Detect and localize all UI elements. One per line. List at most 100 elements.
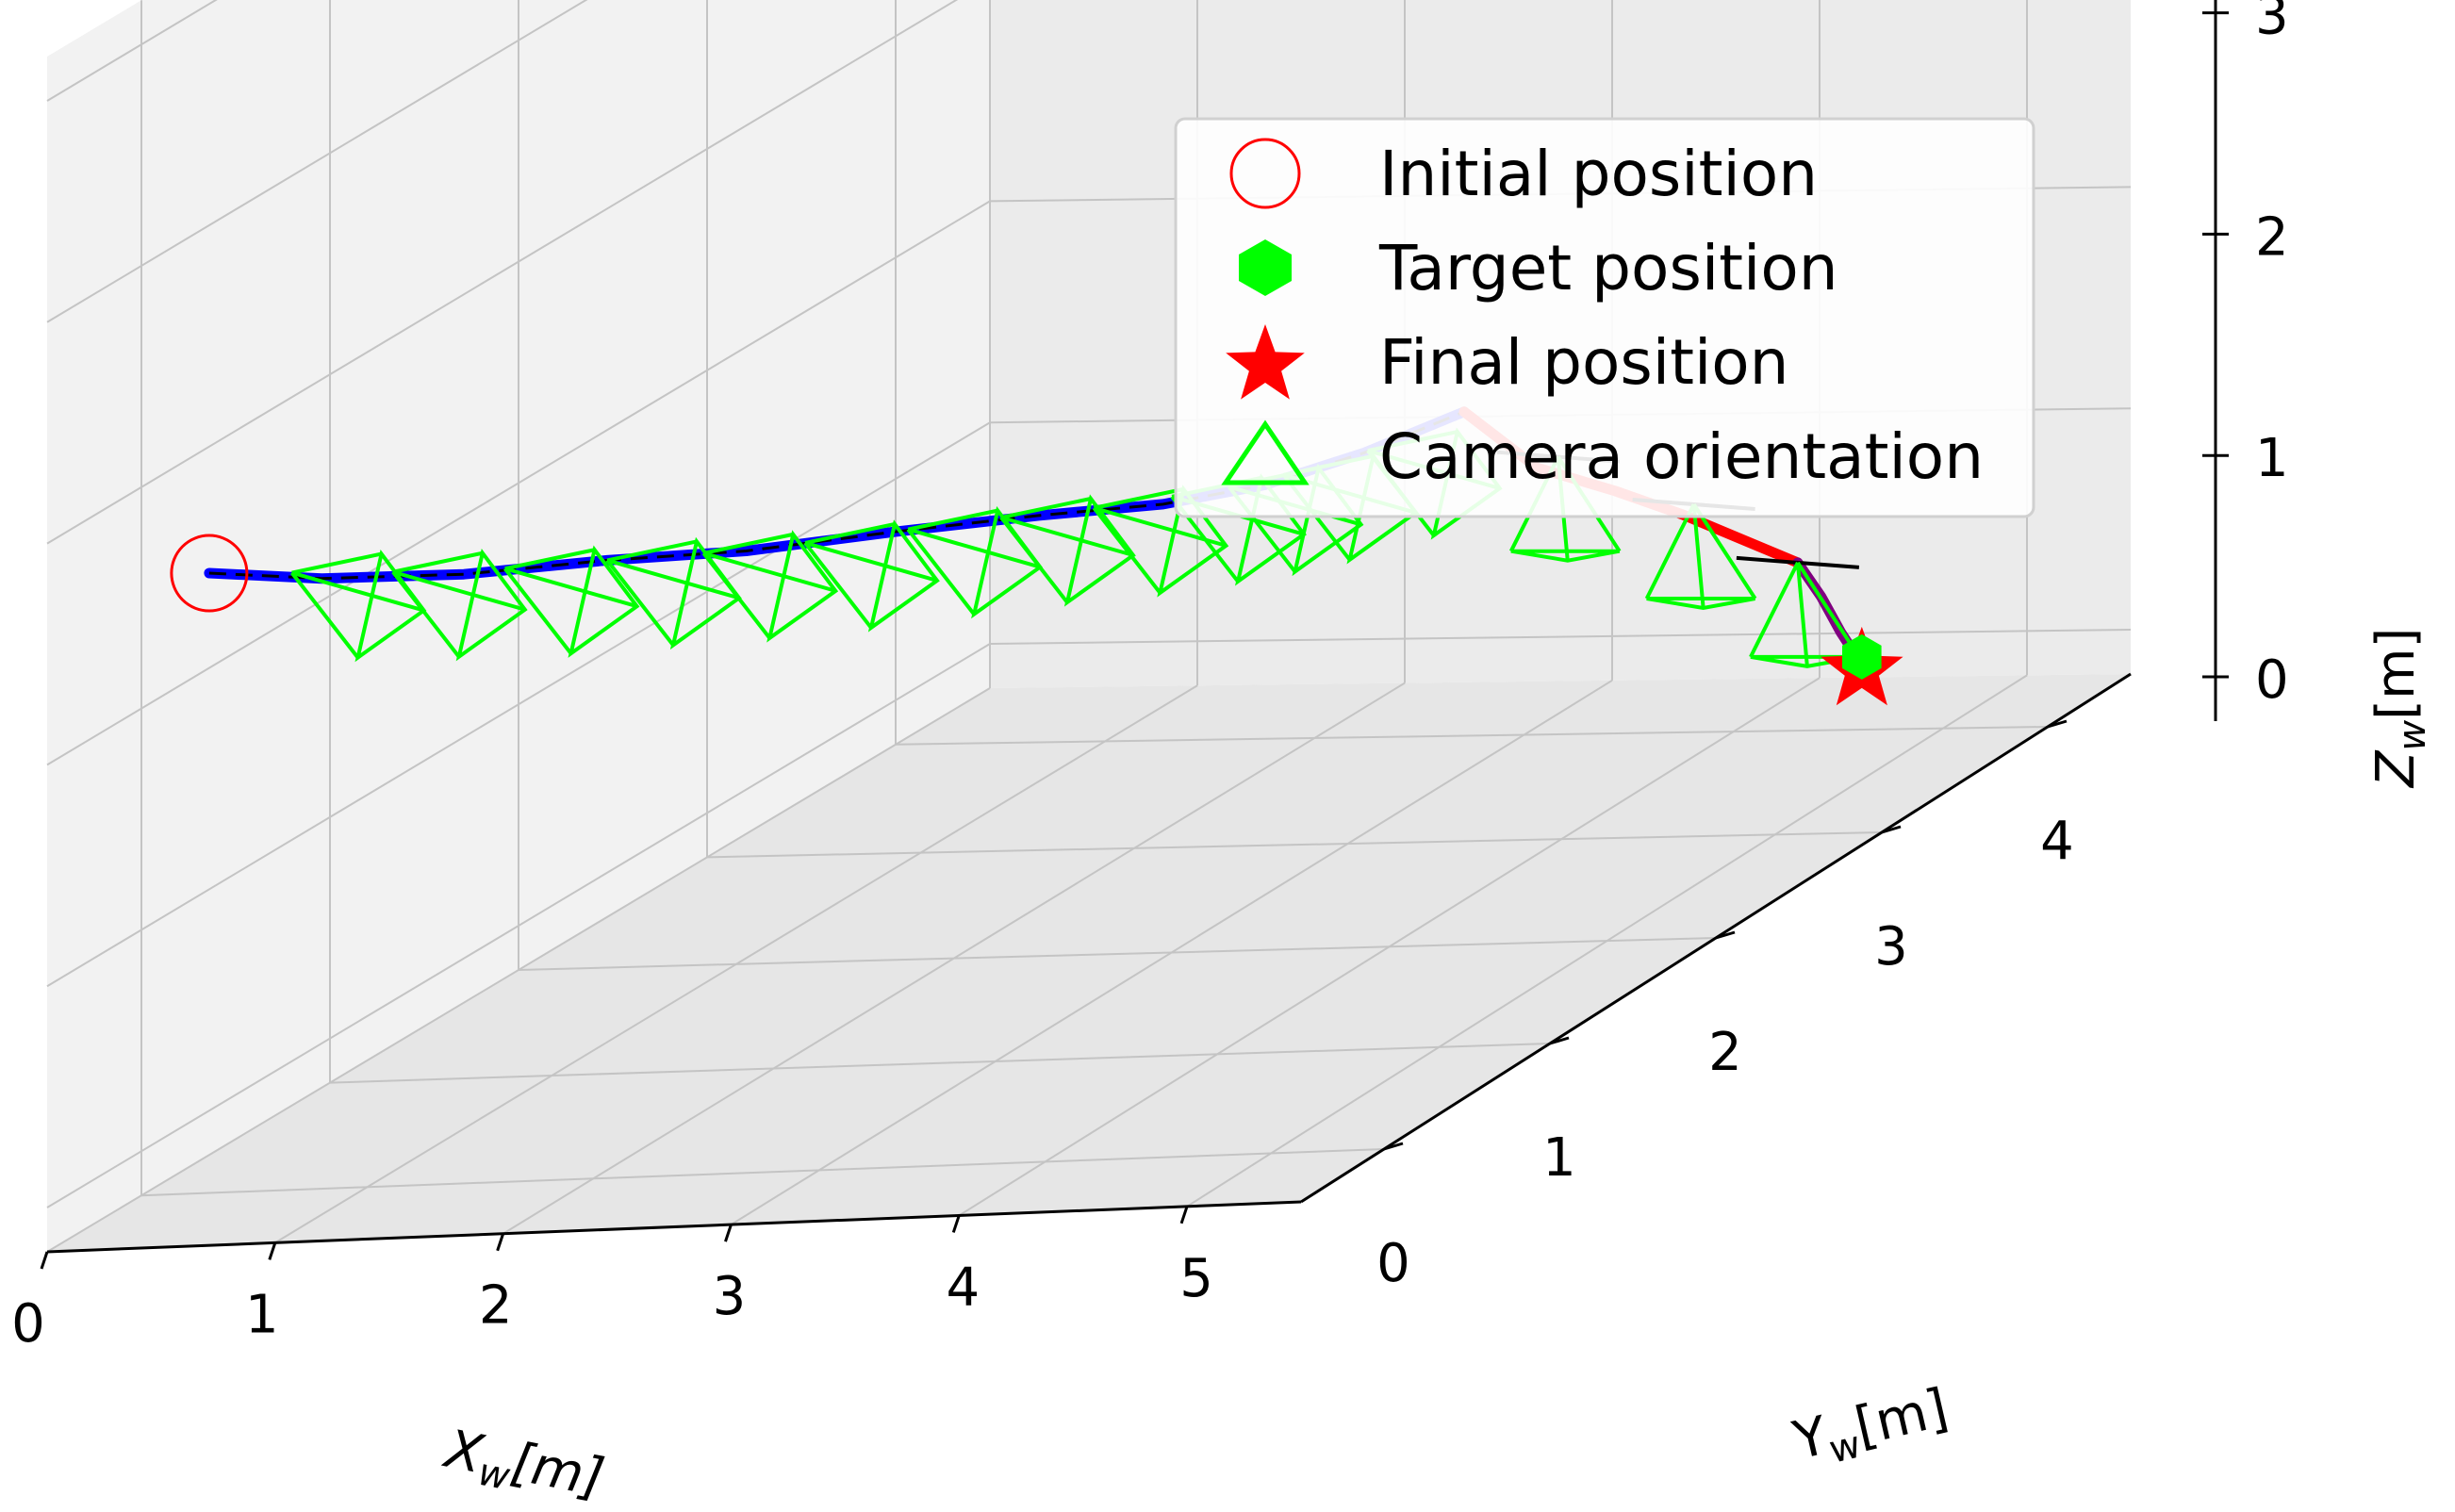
grid-line — [895, 726, 2049, 746]
frustum-edge — [391, 570, 461, 658]
z-tick-label: 2 — [2255, 206, 2289, 268]
grid-line — [329, 1043, 1551, 1084]
legend: Initial position Target position Final p… — [1174, 117, 2035, 518]
frustum-base — [1063, 494, 1136, 607]
frustum-base — [568, 545, 640, 658]
camera-orientation-frustum — [391, 549, 528, 662]
x-tick — [951, 1214, 961, 1233]
y-tick — [1881, 825, 1902, 834]
grid-line — [989, 629, 2132, 646]
x-tick-label: 3 — [713, 1266, 747, 1327]
frustum-edge — [1795, 562, 1809, 667]
frustum-edge — [606, 539, 698, 563]
frustum-edge — [1796, 561, 1861, 658]
frustum-edge — [1644, 503, 1696, 600]
legend-box — [1174, 117, 2035, 518]
camera-orientation-frustum — [701, 530, 839, 643]
z-tick-label: 1 — [2255, 428, 2289, 489]
x-tick-label: 0 — [11, 1293, 45, 1355]
x-axis-line — [46, 1200, 1302, 1254]
grid-line — [46, 0, 959, 545]
camera-orientation-frustum — [999, 494, 1136, 607]
camera-orientation-frustum — [503, 545, 640, 658]
grid-line — [46, 421, 991, 988]
y-tick-label: 0 — [1376, 1233, 1410, 1294]
frustum-edge — [999, 516, 1069, 604]
frustum-base — [1646, 597, 1755, 611]
legend-star-icon — [1226, 324, 1305, 400]
legend-entry-camera: Camera orientation — [1379, 420, 1984, 493]
legend-hexagon-icon — [1239, 239, 1292, 296]
grid-line — [46, 200, 991, 766]
x-tick-label: 5 — [1179, 1248, 1213, 1309]
frustum-base — [766, 530, 839, 643]
initial-position-marker — [170, 534, 249, 613]
x-tick — [724, 1224, 733, 1242]
frustum-edge — [392, 569, 526, 612]
y-tick — [2047, 719, 2068, 729]
z-tick-label: 3 — [2255, 0, 2289, 47]
frustum-edge — [1691, 503, 1705, 609]
x-tick-label: 4 — [946, 1257, 980, 1318]
frustum-edge — [291, 551, 382, 575]
frustum-edge — [606, 558, 740, 600]
frustum-edge — [1000, 516, 1134, 557]
axis-ticks: 01234501234012345 — [11, 0, 2289, 1355]
y-tick-label: 3 — [1874, 916, 1908, 978]
z-axis-label: Zw[m] — [2365, 628, 2434, 789]
y-tick — [1715, 930, 1736, 940]
grid-line — [46, 0, 588, 323]
target-position-marker — [1842, 633, 1882, 680]
frustum-edge — [1691, 502, 1757, 600]
frustum-base — [455, 549, 528, 662]
legend-entry-initial: Initial position — [1379, 138, 1818, 210]
y-tick-label: 2 — [1708, 1022, 1742, 1083]
grid-line — [140, 1148, 1385, 1197]
frustum-edge — [1000, 497, 1092, 519]
frustum-edge — [1093, 486, 1184, 510]
frustum-edge — [291, 570, 425, 613]
frustum-edge — [1749, 562, 1800, 658]
y-tick — [1549, 1036, 1570, 1045]
frustum-base — [1510, 549, 1621, 563]
legend-open-circle-icon — [1229, 138, 1301, 209]
y-axis-label: Yw[m] — [1788, 1377, 1955, 1480]
frustum-edge — [803, 541, 873, 630]
x-tick — [268, 1241, 277, 1260]
x-tick — [1179, 1206, 1189, 1224]
frustum-edge — [504, 567, 638, 609]
frustum-edge — [605, 559, 675, 647]
grid-line — [706, 831, 1883, 859]
frustum-edge — [504, 548, 596, 571]
frustum-edge — [701, 551, 771, 640]
legend-open-triangle-icon — [1221, 419, 1310, 485]
frustum-edge — [804, 521, 896, 545]
camera-orientation-frustum — [1644, 502, 1757, 611]
z-tick-label: 0 — [2255, 649, 2289, 711]
legend-entry-final: Final position — [1379, 326, 1789, 399]
camera-orientation-frustum — [803, 519, 940, 633]
frustum-edge — [503, 567, 573, 655]
x-tick-label: 2 — [479, 1275, 513, 1337]
y-tick-label: 1 — [1542, 1127, 1576, 1189]
grid-line — [46, 643, 991, 1208]
frustum-edge — [907, 527, 1041, 569]
y-tick — [1383, 1142, 1404, 1151]
frustum-edge — [1092, 506, 1162, 595]
position-markers — [170, 534, 1903, 706]
floor-pane — [47, 674, 2131, 1252]
legend-entry-target: Target position — [1378, 232, 1838, 304]
x-axis-label: Xw[m] — [437, 1418, 609, 1512]
y-tick-label: 4 — [2040, 811, 2074, 872]
grid-line — [46, 0, 218, 102]
frustum-edge — [702, 551, 836, 593]
x-tick-label: 1 — [245, 1284, 279, 1345]
grid-line — [518, 937, 1717, 971]
frustum-edge — [289, 571, 360, 659]
frustum-edge — [392, 551, 484, 574]
frustum-base — [867, 519, 940, 633]
frustum-edge — [907, 508, 998, 532]
frustum-edge — [702, 532, 794, 555]
